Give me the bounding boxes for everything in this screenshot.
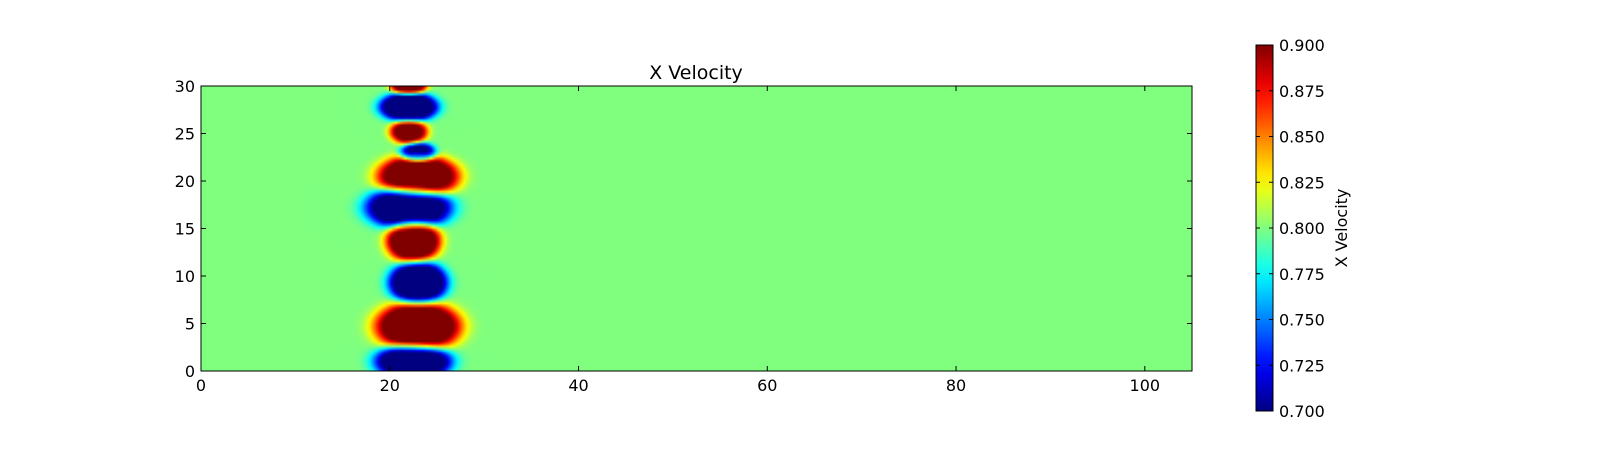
colorbar-tick-label: 0.750 <box>1279 311 1325 330</box>
y-tick-label: 0 <box>185 362 195 381</box>
y-tick-label: 5 <box>185 315 195 334</box>
chart-title: X Velocity <box>649 62 743 84</box>
colorbar-tick-label: 0.825 <box>1279 173 1325 192</box>
colorbar-label: X Velocity <box>1332 189 1351 268</box>
y-tick-label: 10 <box>175 267 195 286</box>
y-axis: 0 5 10 15 20 25 30 <box>175 77 1192 381</box>
colorbar-tick-label: 0.875 <box>1279 82 1325 101</box>
heatmap-image <box>201 86 1192 371</box>
colorbar: 0.700 0.725 0.750 0.775 0.800 0.825 0.850 0.875… <box>1255 36 1351 421</box>
colorbar-tick-label: 0.900 <box>1279 36 1325 55</box>
colorbar-tick-label: 0.775 <box>1279 265 1325 284</box>
y-tick-label: 30 <box>175 77 195 96</box>
y-tick-label: 25 <box>175 125 195 144</box>
plot-area <box>200 85 1193 372</box>
colorbar-tick-label: 0.800 <box>1279 219 1325 238</box>
x-tick-label: 60 <box>757 376 777 395</box>
colorbar-tick-label: 0.700 <box>1279 402 1325 421</box>
x-tick-label: 80 <box>946 376 966 395</box>
y-tick-label: 20 <box>175 172 195 191</box>
colorbar-ticks: 0.700 0.725 0.750 0.775 0.800 0.825 0.850 0.875… <box>1256 36 1325 421</box>
colorbar-tick-label: 0.725 <box>1279 356 1325 375</box>
x-axis: 0 20 40 60 80 100 <box>196 86 1160 395</box>
colorbar-tick-label: 0.850 <box>1279 128 1325 147</box>
x-tick-label: 100 <box>1130 376 1161 395</box>
y-tick-label: 15 <box>175 220 195 239</box>
x-tick-label: 0 <box>196 376 206 395</box>
x-tick-label: 40 <box>568 376 588 395</box>
x-tick-label: 20 <box>380 376 400 395</box>
